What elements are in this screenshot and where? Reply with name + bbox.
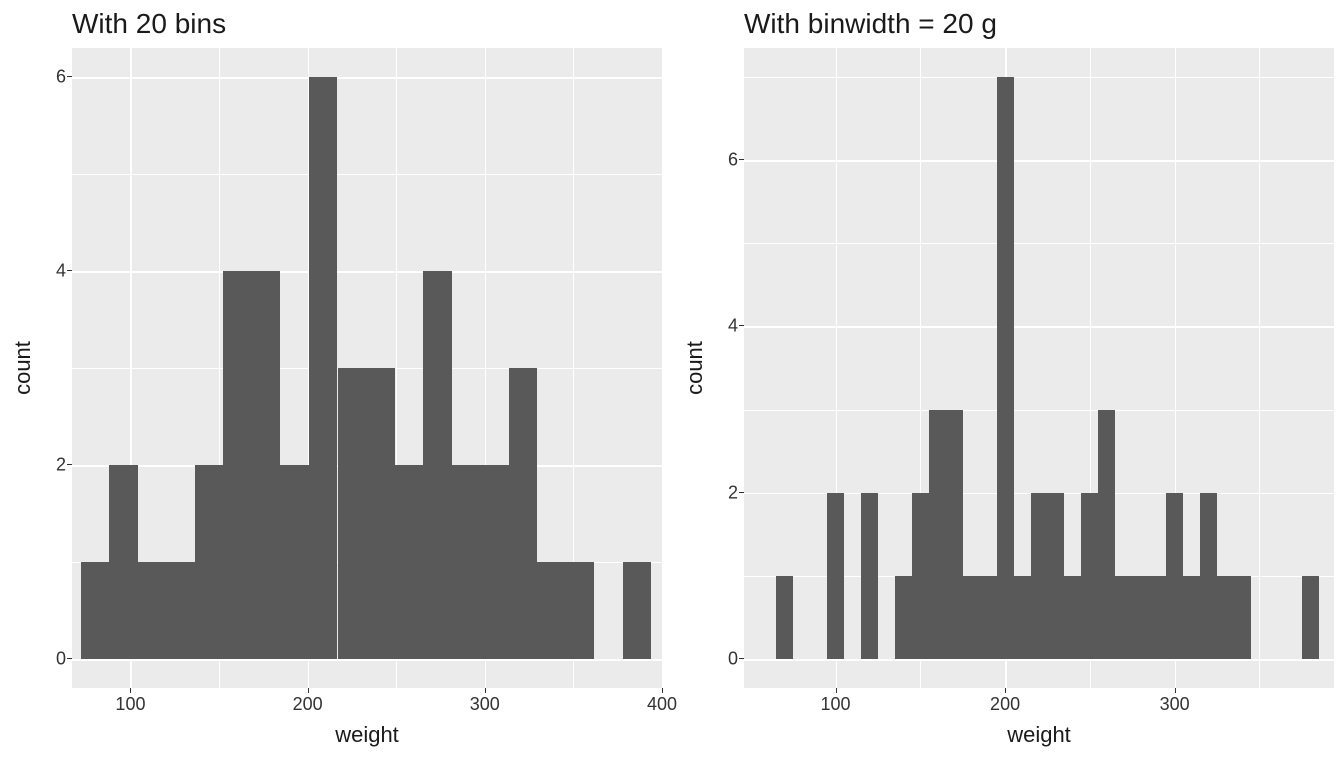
xtick-label: 100 — [115, 694, 145, 715]
right-panel: With binwidth = 20 g count 0 2 4 6 weight 1… — [672, 0, 1344, 768]
gridline-h-minor — [744, 410, 1334, 411]
ytick-label: 4 — [728, 316, 738, 337]
right-plot-area — [744, 48, 1334, 688]
histogram-bar — [997, 77, 1014, 659]
histogram-bar — [912, 493, 929, 659]
xtick-mark — [1005, 688, 1006, 693]
histogram-bar — [895, 576, 912, 659]
histogram-bar — [980, 576, 997, 659]
xtick-mark — [130, 688, 131, 693]
gridline-h — [744, 659, 1334, 661]
xtick-mark — [662, 688, 663, 693]
gridline-h — [72, 271, 662, 273]
right-title: With binwidth = 20 g — [744, 8, 1334, 40]
histogram-bar — [195, 465, 224, 659]
xtick-mark — [1175, 688, 1176, 693]
histogram-bar — [1234, 576, 1251, 659]
histogram-bar — [1014, 576, 1031, 659]
histogram-bar — [1200, 493, 1217, 659]
ytick-label: 4 — [56, 261, 66, 282]
histogram-bar — [1031, 493, 1048, 659]
histogram-bar — [81, 562, 110, 659]
left-title: With 20 bins — [72, 8, 662, 40]
histogram-bar — [537, 562, 566, 659]
figure-container: With 20 bins count 0 2 4 6 weight 100 200 300… — [0, 0, 1344, 768]
histogram-bar — [1132, 576, 1149, 659]
histogram-bar — [309, 77, 338, 659]
histogram-bar — [946, 410, 963, 659]
xtick-mark — [485, 688, 486, 693]
xtick-mark — [308, 688, 309, 693]
histogram-bar — [1081, 493, 1098, 659]
gridline-h — [72, 77, 662, 79]
histogram-bar — [827, 493, 844, 659]
histogram-bar — [1302, 576, 1319, 659]
xtick-label: 300 — [470, 694, 500, 715]
ytick-label: 6 — [56, 67, 66, 88]
histogram-bar — [138, 562, 167, 659]
histogram-bar — [566, 562, 595, 659]
histogram-bar — [423, 271, 452, 659]
ytick-label: 2 — [728, 482, 738, 503]
left-plot-row: count 0 2 4 6 — [10, 48, 662, 688]
gridline-h — [72, 659, 662, 661]
histogram-bar — [252, 271, 281, 659]
xtick-label: 100 — [821, 694, 851, 715]
left-ylabel-wrap: count — [10, 48, 36, 688]
ytick-label: 2 — [56, 454, 66, 475]
left-panel: With 20 bins count 0 2 4 6 weight 100 200 300… — [0, 0, 672, 768]
right-xaxis-row: weight 100 200 300 — [682, 688, 1334, 758]
right-xaxis: weight 100 200 300 — [744, 688, 1334, 758]
histogram-bar — [929, 410, 946, 659]
gridline-h-minor — [744, 77, 1334, 78]
histogram-bar — [509, 368, 538, 659]
xtick-label: 200 — [293, 694, 323, 715]
xtick-label: 300 — [1160, 694, 1190, 715]
right-xlabel: weight — [1007, 722, 1071, 748]
ytick-label: 0 — [56, 648, 66, 669]
right-yticks: 0 2 4 6 — [708, 48, 744, 688]
histogram-bar — [452, 465, 481, 659]
histogram-bar — [623, 562, 652, 659]
histogram-bar — [1115, 576, 1132, 659]
right-plot-row: count 0 2 4 6 — [682, 48, 1334, 688]
left-plot-area — [72, 48, 662, 688]
left-ylabel: count — [10, 341, 36, 395]
xtick-label: 400 — [647, 694, 677, 715]
left-xaxis: weight 100200300400 — [72, 688, 662, 758]
histogram-bar — [963, 576, 980, 659]
histogram-bar — [395, 465, 424, 659]
histogram-bar — [280, 465, 309, 659]
left-xlabel: weight — [335, 722, 399, 748]
histogram-bar — [338, 368, 367, 659]
xtick-mark — [836, 688, 837, 693]
gridline-h — [744, 326, 1334, 328]
right-ylabel-wrap: count — [682, 48, 708, 688]
histogram-bar — [1183, 576, 1200, 659]
histogram-bar — [223, 271, 252, 659]
ytick-label: 0 — [728, 648, 738, 669]
ytick-label: 6 — [728, 150, 738, 171]
histogram-bar — [366, 368, 395, 659]
histogram-bar — [1098, 410, 1115, 659]
left-yticks: 0 2 4 6 — [36, 48, 72, 688]
histogram-bar — [861, 493, 878, 659]
left-xaxis-row: weight 100200300400 — [10, 688, 662, 758]
histogram-bar — [109, 465, 138, 659]
histogram-bar — [1217, 576, 1234, 659]
histogram-bar — [1064, 576, 1081, 659]
gridline-h — [744, 160, 1334, 162]
histogram-bar — [776, 576, 793, 659]
gridline-v-minor — [1259, 48, 1260, 688]
right-ylabel: count — [682, 341, 708, 395]
histogram-bar — [166, 562, 195, 659]
histogram-bar — [1047, 493, 1064, 659]
histogram-bar — [1149, 576, 1166, 659]
histogram-bar — [480, 465, 509, 659]
gridline-h-minor — [744, 243, 1334, 244]
xtick-label: 200 — [990, 694, 1020, 715]
histogram-bar — [1166, 493, 1183, 659]
